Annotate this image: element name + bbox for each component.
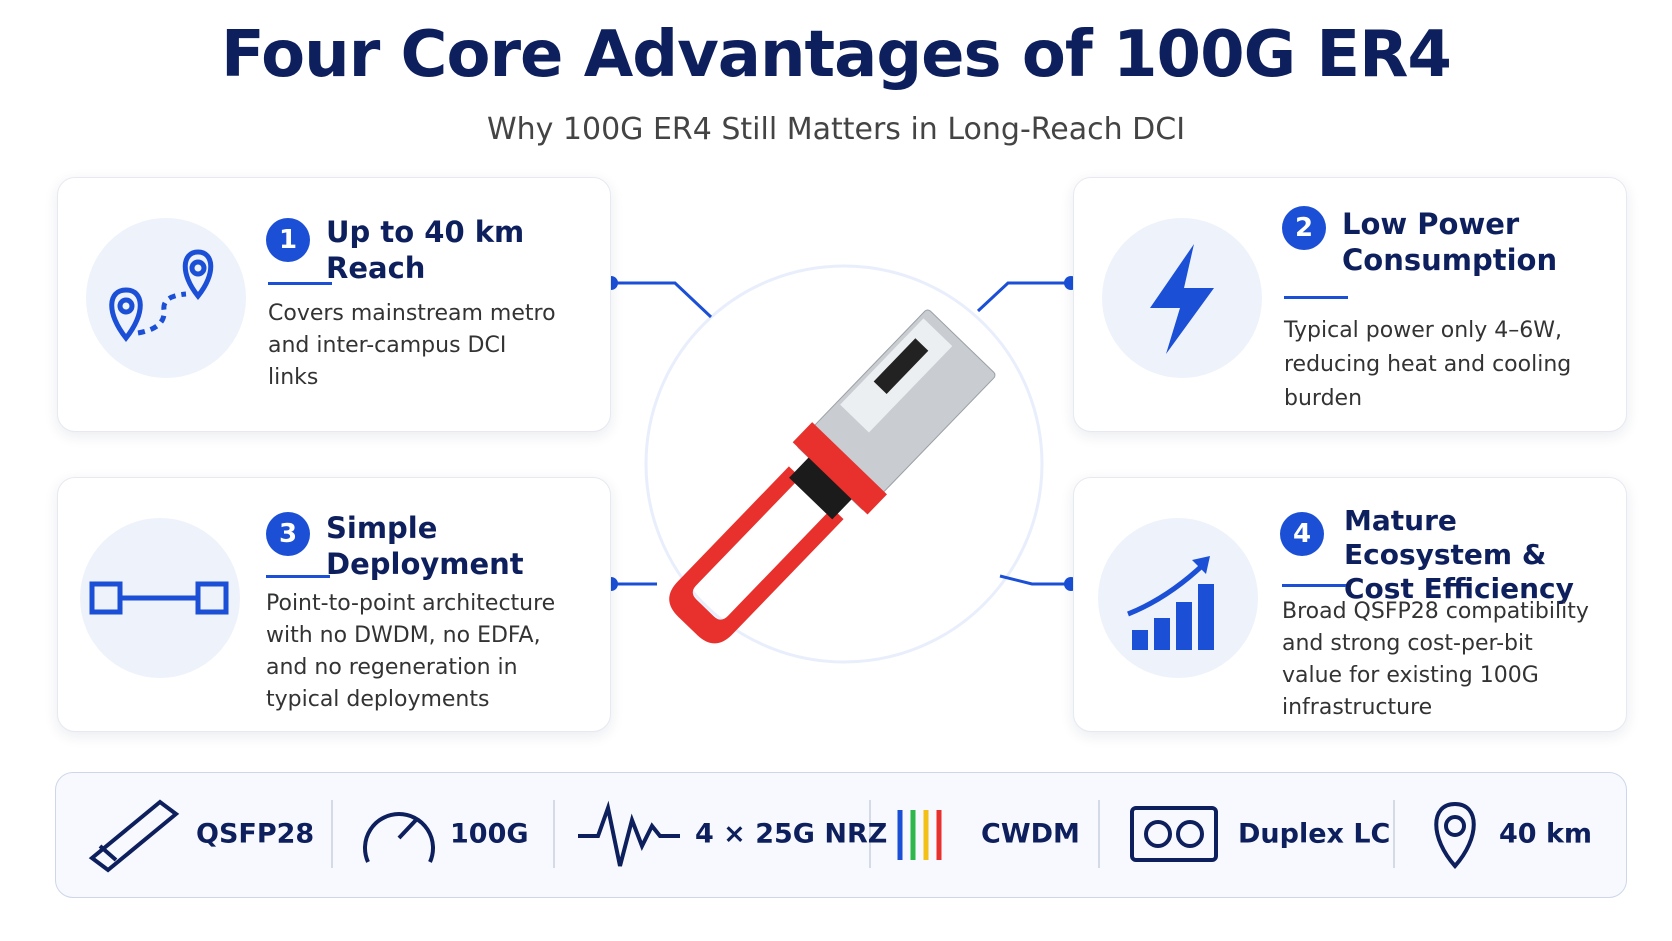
- card-title: Low Power Consumption: [1342, 207, 1558, 277]
- icon: [1102, 218, 1262, 378]
- title: Four Core Advantages of 100G ER4: [221, 18, 1452, 92]
- badge: 3: [266, 512, 310, 556]
- card: 3 Simple Deployment Point-to-point archi…: [57, 477, 611, 732]
- spec-bar: [55, 772, 1627, 898]
- card-description: Typical power only 4–6W, reducing heat a…: [1284, 318, 1572, 411]
- underline: [1284, 296, 1348, 299]
- icon: [80, 518, 240, 678]
- spec-label: CWDM: [981, 818, 1080, 850]
- underline: [268, 282, 332, 285]
- underline: [266, 575, 330, 578]
- card: 4 Mature Ecosystem & Cost Efficiency Bro…: [1073, 477, 1627, 732]
- card-description: Point-to-point architecture with no DWDM…: [266, 591, 556, 712]
- icon: [86, 218, 246, 378]
- spec-label: QSFP28: [196, 818, 315, 850]
- card-title: Up to 40 km Reach: [326, 215, 525, 285]
- badge: 2: [1282, 206, 1326, 250]
- spec-label: 4 × 25G NRZ: [695, 818, 888, 850]
- spec-label: 40 km: [1499, 818, 1593, 850]
- icon: [1098, 518, 1258, 678]
- card-description: Covers mainstream metro and inter-campus…: [268, 301, 556, 390]
- subtitle: Why 100G ER4 Still Matters in Long-Reach…: [486, 112, 1186, 147]
- badge: 4: [1280, 512, 1324, 556]
- underline: [1282, 584, 1346, 587]
- spec-label: 100G: [450, 818, 529, 850]
- card-title: Simple Deployment: [326, 511, 524, 581]
- card-description: Broad QSFP28 compatibility and strong co…: [1282, 599, 1589, 720]
- badge: 1: [266, 218, 310, 262]
- card: 2 Low Power Consumption Typical power on…: [1073, 177, 1627, 432]
- card: 1 Up to 40 km Reach Covers mainstream me…: [57, 177, 611, 432]
- card-title: Mature Ecosystem & Cost Efficiency: [1344, 504, 1574, 605]
- spec-label: Duplex LC: [1238, 818, 1391, 850]
